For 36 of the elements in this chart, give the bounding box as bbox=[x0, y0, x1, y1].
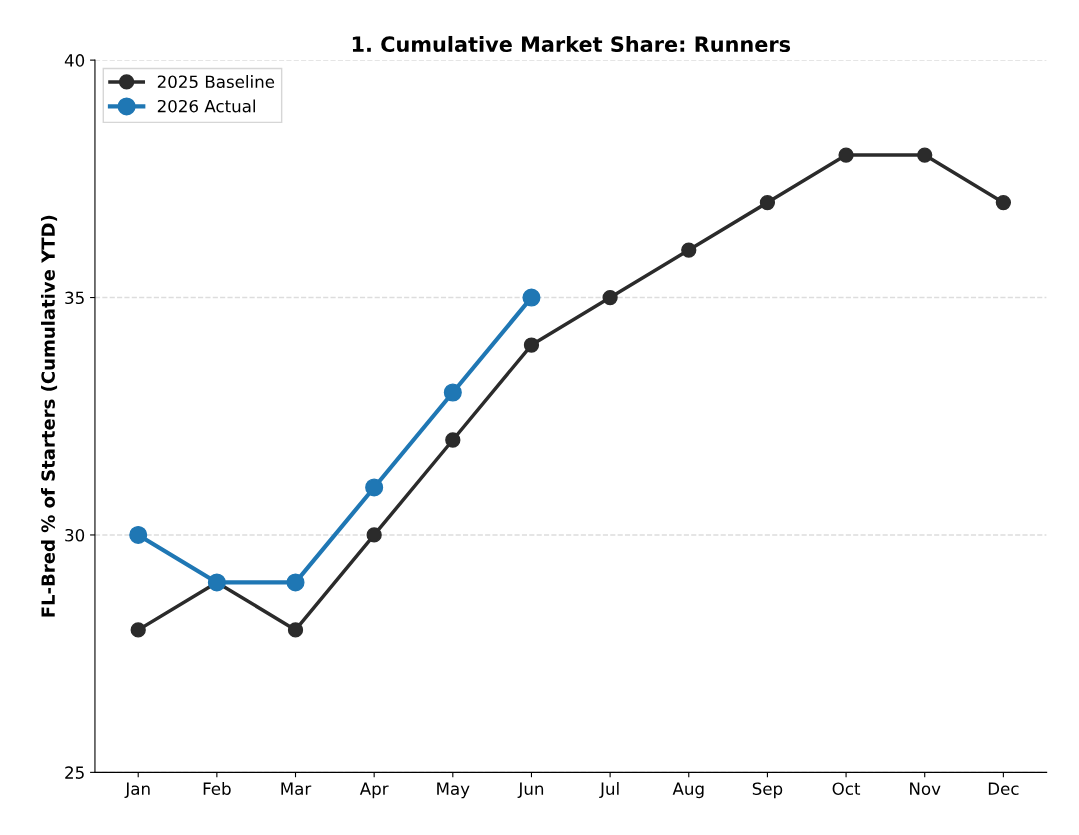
x-tick-label: Mar bbox=[281, 782, 312, 795]
point bbox=[681, 242, 697, 258]
x-tick-label: Jul bbox=[599, 782, 619, 799]
x-tick-label: May bbox=[437, 782, 470, 799]
point bbox=[287, 622, 304, 638]
x-tick-label: Oct bbox=[832, 782, 861, 795]
x-tick-label: Jun bbox=[517, 782, 544, 799]
x-tick-label: Nov bbox=[910, 782, 941, 795]
point bbox=[443, 383, 462, 402]
point bbox=[130, 622, 146, 638]
point bbox=[365, 478, 384, 497]
point bbox=[759, 194, 776, 211]
x-tick-label: Jan bbox=[124, 782, 150, 799]
point bbox=[129, 525, 148, 544]
point bbox=[995, 194, 1012, 211]
x-tick-label: Aug bbox=[672, 782, 704, 799]
legend-label: 2026 Actual bbox=[157, 99, 255, 113]
x-tick-label: Apr bbox=[359, 782, 389, 799]
legend-label: 2025 Baseline bbox=[157, 75, 275, 89]
y-tick-label: 40 bbox=[64, 54, 85, 67]
point bbox=[523, 337, 540, 353]
y-tick-label: 30 bbox=[65, 528, 85, 542]
x-tick-label: Dec bbox=[988, 782, 1019, 795]
point bbox=[445, 432, 461, 448]
point bbox=[838, 147, 854, 163]
y-axis-title: FL-Bred % of Starters (Cumulative YTD) bbox=[40, 215, 58, 617]
point bbox=[286, 573, 305, 592]
x-tick-label: Feb bbox=[203, 782, 231, 795]
y-tick-label: 25 bbox=[65, 766, 84, 779]
point bbox=[917, 147, 933, 163]
chart-title: 1. Cumulative Market Share: Runners bbox=[352, 35, 791, 53]
point bbox=[602, 289, 618, 306]
point bbox=[366, 527, 382, 543]
point bbox=[522, 288, 541, 307]
x-tick-label: Sep bbox=[752, 782, 783, 799]
y-tick-label: 35 bbox=[65, 291, 84, 305]
